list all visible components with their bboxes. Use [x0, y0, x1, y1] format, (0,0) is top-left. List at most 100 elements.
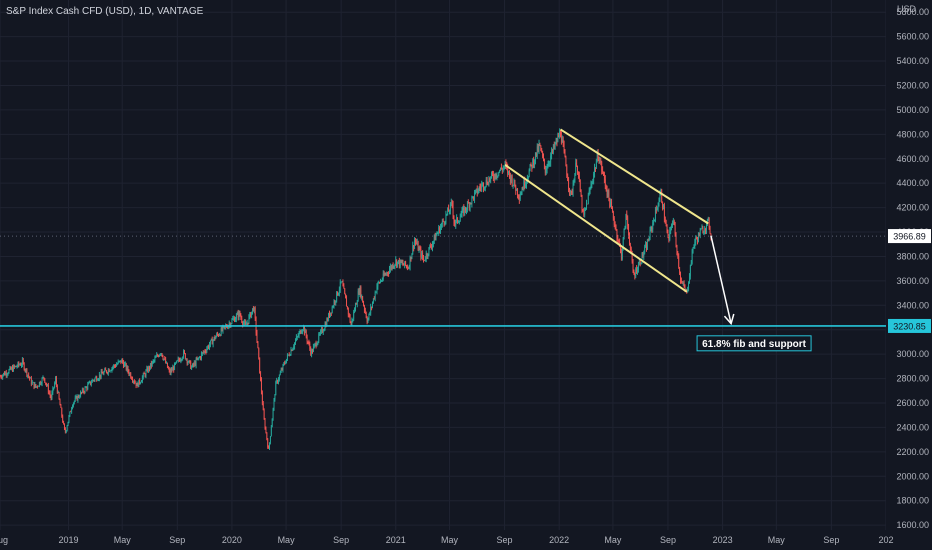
candle-body	[21, 359, 23, 365]
candle-down	[347, 307, 349, 318]
candle-down	[553, 141, 555, 150]
candle-up	[148, 365, 150, 373]
candle-up	[323, 328, 325, 332]
candle-up	[210, 338, 212, 341]
candle-up	[318, 332, 320, 344]
time-axis-background	[0, 530, 932, 550]
candle-up	[523, 178, 525, 192]
candle-up	[276, 377, 278, 384]
candle-down	[82, 387, 84, 394]
candle-body	[502, 167, 504, 171]
candle-body	[591, 182, 593, 185]
candle-body	[455, 220, 457, 226]
candle-body	[391, 264, 393, 269]
candle-up	[123, 361, 125, 368]
candle-up	[6, 372, 8, 378]
candle-up	[90, 380, 92, 387]
candle-up	[380, 279, 382, 283]
candle-up	[17, 361, 19, 368]
y-tick-label: 2800.00	[896, 374, 929, 384]
candle-down	[568, 177, 570, 193]
candle-down	[698, 232, 700, 237]
candle-body	[211, 339, 213, 345]
candle-body	[344, 288, 346, 294]
candle-down	[611, 198, 613, 209]
candle-body	[298, 332, 300, 337]
candle-body	[258, 348, 260, 358]
candle-down	[214, 335, 216, 341]
candle-up	[670, 226, 672, 235]
candle-up	[408, 264, 410, 270]
candle-body	[228, 323, 230, 326]
candle-body	[467, 202, 469, 204]
candle-body	[357, 291, 359, 302]
candle-down	[487, 181, 489, 186]
candle-body	[51, 392, 53, 399]
candle-body	[706, 219, 708, 223]
candle-body	[282, 364, 284, 370]
candle-down	[518, 194, 520, 204]
candle-up	[587, 192, 589, 205]
candle-body	[27, 374, 29, 376]
candle-body	[625, 214, 627, 229]
candle-body	[468, 203, 470, 208]
candle-body	[131, 377, 133, 380]
candle-body	[79, 396, 81, 398]
candle-body	[454, 222, 456, 226]
candle-up	[236, 311, 238, 315]
candle-body	[253, 307, 255, 311]
candle-body	[108, 369, 110, 372]
candle-body	[657, 205, 659, 210]
candle-down	[281, 367, 283, 371]
candle-up	[532, 158, 534, 169]
candle-body	[456, 217, 458, 221]
candle-up	[424, 256, 426, 262]
candle-down	[307, 341, 309, 344]
candle-body	[159, 353, 161, 355]
candle-body	[157, 355, 158, 356]
candle-down	[137, 382, 139, 388]
candle-body	[675, 234, 677, 245]
candle-body	[672, 222, 673, 226]
candle-up	[534, 159, 536, 169]
candle-body	[458, 221, 460, 223]
candle-body	[397, 261, 398, 266]
candle-body	[203, 351, 205, 353]
candle-down	[581, 194, 583, 214]
candle-up	[199, 355, 201, 359]
candle-up	[671, 220, 673, 228]
candle-body	[89, 381, 90, 383]
candle-body	[175, 360, 177, 364]
candle-body	[6, 374, 8, 376]
candle-body	[279, 372, 281, 376]
candle-up	[382, 270, 384, 282]
candle-body	[651, 227, 653, 230]
candle-up	[14, 365, 16, 368]
candle-body	[449, 211, 450, 212]
candle-body	[276, 380, 278, 382]
candle-down	[355, 302, 357, 305]
candle-body	[5, 372, 7, 376]
candle-body	[190, 361, 192, 369]
candle-up	[494, 172, 496, 181]
candle-body	[262, 403, 264, 411]
candle-down	[664, 216, 666, 224]
candle-up	[270, 425, 272, 437]
candle-body	[623, 228, 625, 238]
candle-body	[584, 210, 586, 215]
candle-body	[569, 187, 570, 193]
candle-body	[638, 264, 639, 271]
candle-body	[229, 323, 231, 327]
candle-body	[67, 421, 69, 426]
time-axis[interactable]: Aug2019MaySep2020MaySep2021MaySep2022May…	[0, 535, 894, 545]
candle-up	[593, 171, 595, 185]
candle-up	[91, 378, 93, 383]
candle-up	[429, 244, 431, 250]
candle-up	[304, 328, 306, 334]
candle-down	[551, 148, 553, 154]
current-price-tag-text: 3966.89	[893, 232, 926, 242]
candle-body	[576, 162, 578, 167]
candle-body	[158, 355, 159, 357]
candle-body	[326, 319, 328, 327]
